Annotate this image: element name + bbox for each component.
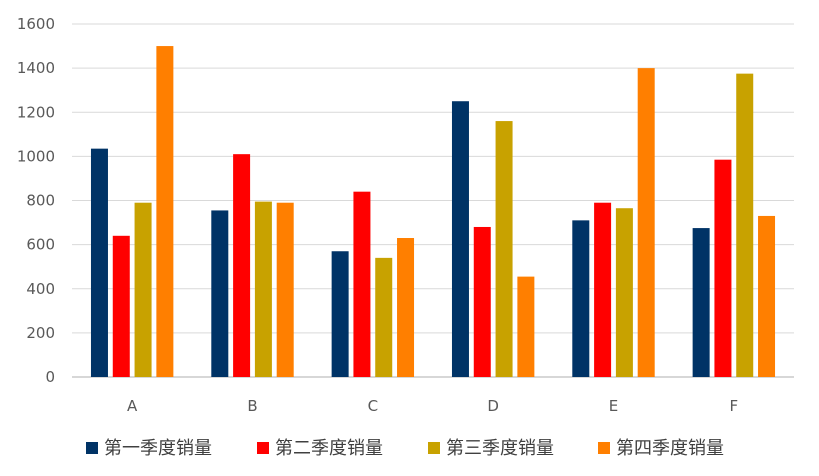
x-tick-label: E (609, 397, 618, 415)
y-tick-label: 0 (45, 368, 55, 386)
x-tick-label: B (247, 397, 257, 415)
bar-B-series-2 (233, 154, 251, 377)
legend-swatch (86, 442, 98, 454)
y-tick-label: 400 (26, 280, 55, 298)
bar-F-series-1 (692, 228, 710, 377)
bar-A-series-2 (112, 235, 130, 377)
bar-C-series-2 (353, 191, 371, 377)
legend-label: 第二季度销量 (275, 438, 383, 459)
bar-D-series-3 (495, 121, 513, 377)
legend-swatch (257, 442, 269, 454)
y-tick-label: 800 (26, 192, 55, 210)
x-axis-category-labels: A B C D E F (127, 397, 738, 415)
bar-C-series-3 (375, 257, 393, 377)
x-tick-label: A (127, 397, 138, 415)
y-tick-label: 1600 (17, 15, 55, 33)
bar-D-series-2 (473, 226, 491, 377)
legend-label: 第四季度销量 (616, 438, 724, 459)
bar-E-series-3 (615, 208, 633, 377)
legend: 第一季度销量 第二季度销量 第三季度销量 第四季度销量 (86, 438, 724, 459)
gridlines (72, 23, 794, 378)
bar-B-series-1 (211, 210, 229, 377)
bar-C-series-1 (331, 251, 349, 377)
bar-E-series-2 (594, 202, 612, 377)
bar-F-series-4 (758, 215, 776, 377)
y-tick-label: 600 (26, 236, 55, 254)
x-tick-label: D (487, 397, 499, 415)
bar-F-series-3 (736, 73, 754, 377)
legend-swatch (598, 442, 610, 454)
bar-E-series-1 (572, 220, 590, 377)
y-axis-tick-labels: 0 200 400 600 800 1000 1200 1400 1600 (17, 15, 55, 386)
bar-D-series-1 (451, 101, 469, 377)
bar-A-series-4 (156, 46, 174, 377)
bar-F-series-2 (714, 159, 732, 377)
legend-label: 第三季度销量 (446, 438, 554, 459)
bar-D-series-4 (517, 276, 535, 377)
x-tick-label: F (730, 397, 739, 415)
x-tick-label: C (368, 397, 378, 415)
y-tick-label: 1400 (17, 59, 55, 77)
y-tick-label: 1000 (17, 147, 55, 165)
y-tick-label: 200 (26, 324, 55, 342)
bar-C-series-4 (397, 238, 415, 377)
bars (90, 46, 776, 377)
y-tick-label: 1200 (17, 103, 55, 121)
legend-label: 第一季度销量 (104, 438, 212, 459)
bar-A-series-3 (134, 202, 152, 377)
bar-B-series-4 (276, 202, 294, 377)
bar-B-series-3 (254, 201, 272, 377)
bar-E-series-4 (637, 68, 655, 377)
legend-swatch (428, 442, 440, 454)
bar-A-series-1 (90, 148, 108, 377)
